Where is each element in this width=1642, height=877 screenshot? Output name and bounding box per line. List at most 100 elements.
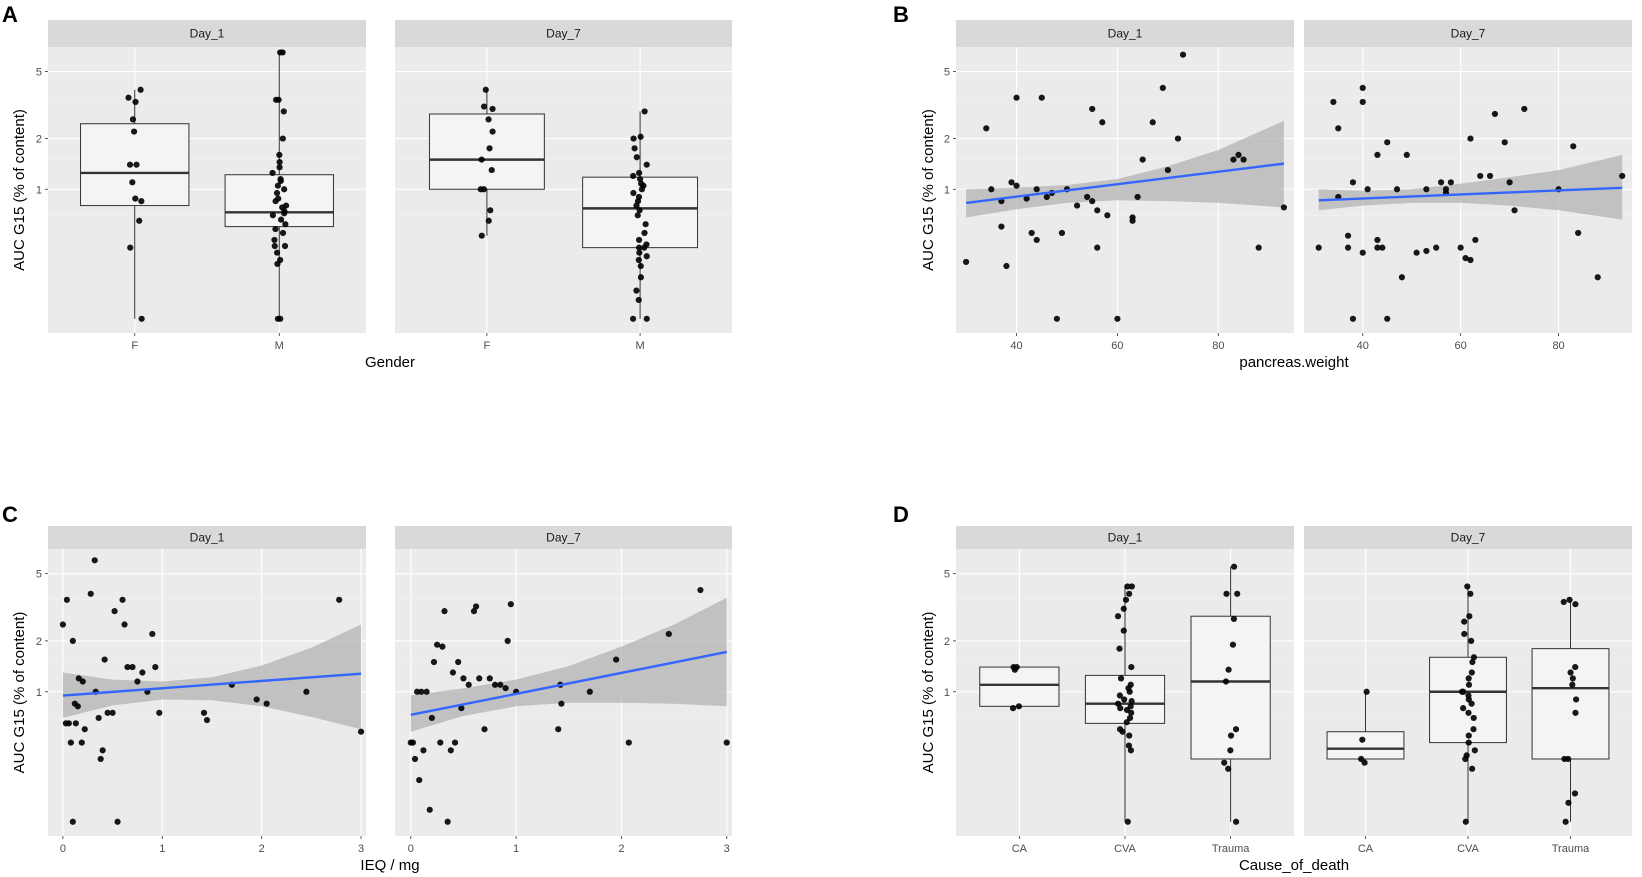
x-tick-label: 80	[1212, 340, 1224, 352]
data-point	[276, 151, 283, 159]
y-tick-label: 5	[944, 67, 950, 79]
data-point	[472, 603, 480, 610]
data-point	[271, 242, 278, 250]
data-point	[1471, 747, 1478, 754]
data-point	[152, 663, 159, 671]
data-point	[1009, 705, 1017, 712]
data-point	[983, 125, 990, 132]
y-axis-label: AUC G15 (% of content)	[11, 612, 28, 774]
data-point	[1234, 590, 1241, 597]
data-point	[1330, 98, 1337, 106]
data-point	[1099, 119, 1106, 126]
data-point	[1230, 563, 1238, 570]
data-point	[1521, 105, 1528, 113]
facet-day-7: Day_7 40 60 80	[1304, 20, 1632, 352]
panel-letter: C	[2, 502, 18, 527]
panel-d: D AUC G15 (% of content) Day_1 1 2 5 CA CVA Trau…	[893, 502, 1632, 874]
facet-strip-label: Day_7	[546, 531, 581, 545]
facet-day-1: Day_1 1 2 5 0 1 2 3	[36, 526, 366, 855]
data-point	[1477, 172, 1484, 180]
data-point	[1468, 669, 1475, 676]
data-point	[635, 169, 643, 177]
data-point	[1468, 637, 1475, 645]
facet-day-1: Day_1 1 2 5 40 60 80	[944, 20, 1294, 352]
data-point	[1565, 755, 1572, 763]
x-tick-label: 40	[1010, 340, 1022, 352]
data-point	[149, 630, 156, 638]
data-point	[697, 586, 704, 594]
data-point	[263, 700, 270, 707]
y-axis-label: AUC G15 (% of content)	[11, 109, 28, 271]
data-point	[1134, 193, 1141, 201]
data-point	[633, 287, 640, 294]
y-tick-label: 5	[944, 569, 950, 581]
data-point	[1123, 719, 1130, 726]
y-tick-label: 1	[944, 687, 950, 699]
data-point	[1038, 94, 1045, 101]
data-point	[1462, 255, 1469, 262]
data-point	[409, 739, 417, 746]
data-point	[279, 229, 287, 237]
x-tick-label: 2	[259, 843, 265, 855]
panel-a: A AUC G15 (% of content) Day_1 1 2 5 F M Day_7 F M…	[2, 2, 732, 371]
data-point	[1344, 232, 1352, 239]
facet-strip-label: Day_7	[546, 27, 581, 41]
data-point	[1349, 315, 1357, 322]
facet-strip	[395, 526, 732, 549]
data-point	[129, 179, 136, 186]
x-tick-label: 40	[1357, 340, 1369, 352]
data-point	[1058, 229, 1066, 237]
data-point	[132, 98, 139, 106]
data-point	[1126, 590, 1133, 597]
data-point	[1572, 696, 1580, 703]
data-point	[303, 688, 310, 695]
data-point	[1575, 229, 1582, 237]
data-point	[476, 675, 483, 682]
data-point	[439, 643, 446, 650]
data-point	[269, 212, 276, 219]
data-point	[91, 557, 98, 564]
data-point	[125, 94, 132, 101]
facet-strip	[956, 526, 1294, 549]
x-tick-label: 60	[1455, 340, 1467, 352]
data-point	[119, 596, 126, 603]
y-tick-label: 2	[36, 636, 42, 648]
data-point	[1457, 244, 1464, 251]
data-point	[277, 49, 284, 56]
data-point	[282, 221, 289, 228]
data-point	[1465, 709, 1472, 716]
data-point	[1179, 51, 1187, 58]
data-point	[276, 164, 283, 171]
data-point	[1569, 675, 1576, 682]
data-point	[485, 116, 492, 123]
data-point	[1393, 186, 1401, 193]
box-trauma	[1531, 648, 1610, 760]
data-point	[555, 726, 562, 733]
data-point	[111, 608, 118, 615]
data-point	[1043, 193, 1050, 201]
x-tick-label: 0	[60, 843, 66, 855]
data-point	[635, 244, 643, 251]
data-point	[641, 108, 648, 115]
data-point	[1225, 765, 1232, 772]
data-point	[416, 776, 423, 784]
data-point	[643, 315, 650, 322]
data-point	[430, 658, 438, 666]
data-point	[630, 172, 637, 180]
data-point	[1114, 315, 1121, 322]
data-point	[1125, 742, 1133, 749]
y-axis-label: AUC G15 (% of content)	[920, 612, 937, 774]
data-point	[277, 177, 284, 185]
data-point	[1447, 179, 1454, 186]
data-point	[1465, 681, 1473, 688]
regression-line	[1318, 186, 1623, 202]
data-point	[1344, 244, 1352, 251]
data-point	[1469, 765, 1476, 772]
data-point	[1126, 714, 1134, 722]
data-point	[458, 705, 465, 712]
facet-day-7: Day_7 0 1 2 3	[395, 526, 732, 855]
data-point	[723, 739, 730, 746]
data-point	[1121, 696, 1128, 703]
data-point	[72, 720, 79, 727]
data-point	[1467, 256, 1474, 264]
